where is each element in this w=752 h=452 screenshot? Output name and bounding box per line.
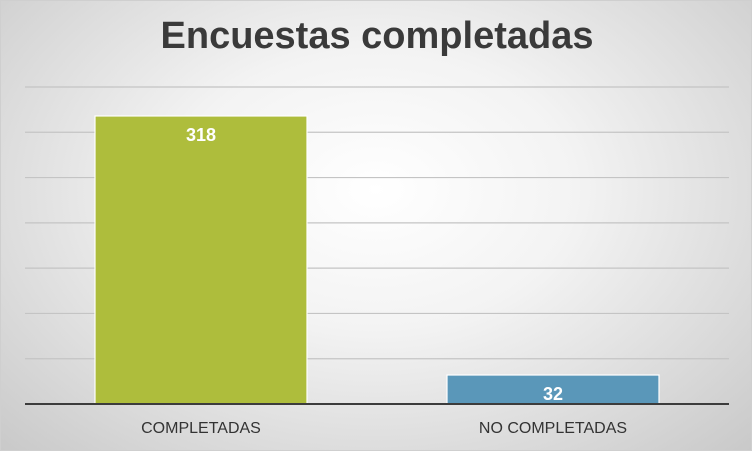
x-tick-label: NO COMPLETADAS <box>479 420 627 437</box>
x-tick-label: COMPLETADAS <box>141 420 261 437</box>
data-label: 32 <box>543 384 563 404</box>
bar-completadas <box>94 115 308 405</box>
bar-no-completadas <box>446 374 660 405</box>
chart-title: Encuestas completadas <box>160 15 594 57</box>
data-label: 318 <box>186 125 216 145</box>
